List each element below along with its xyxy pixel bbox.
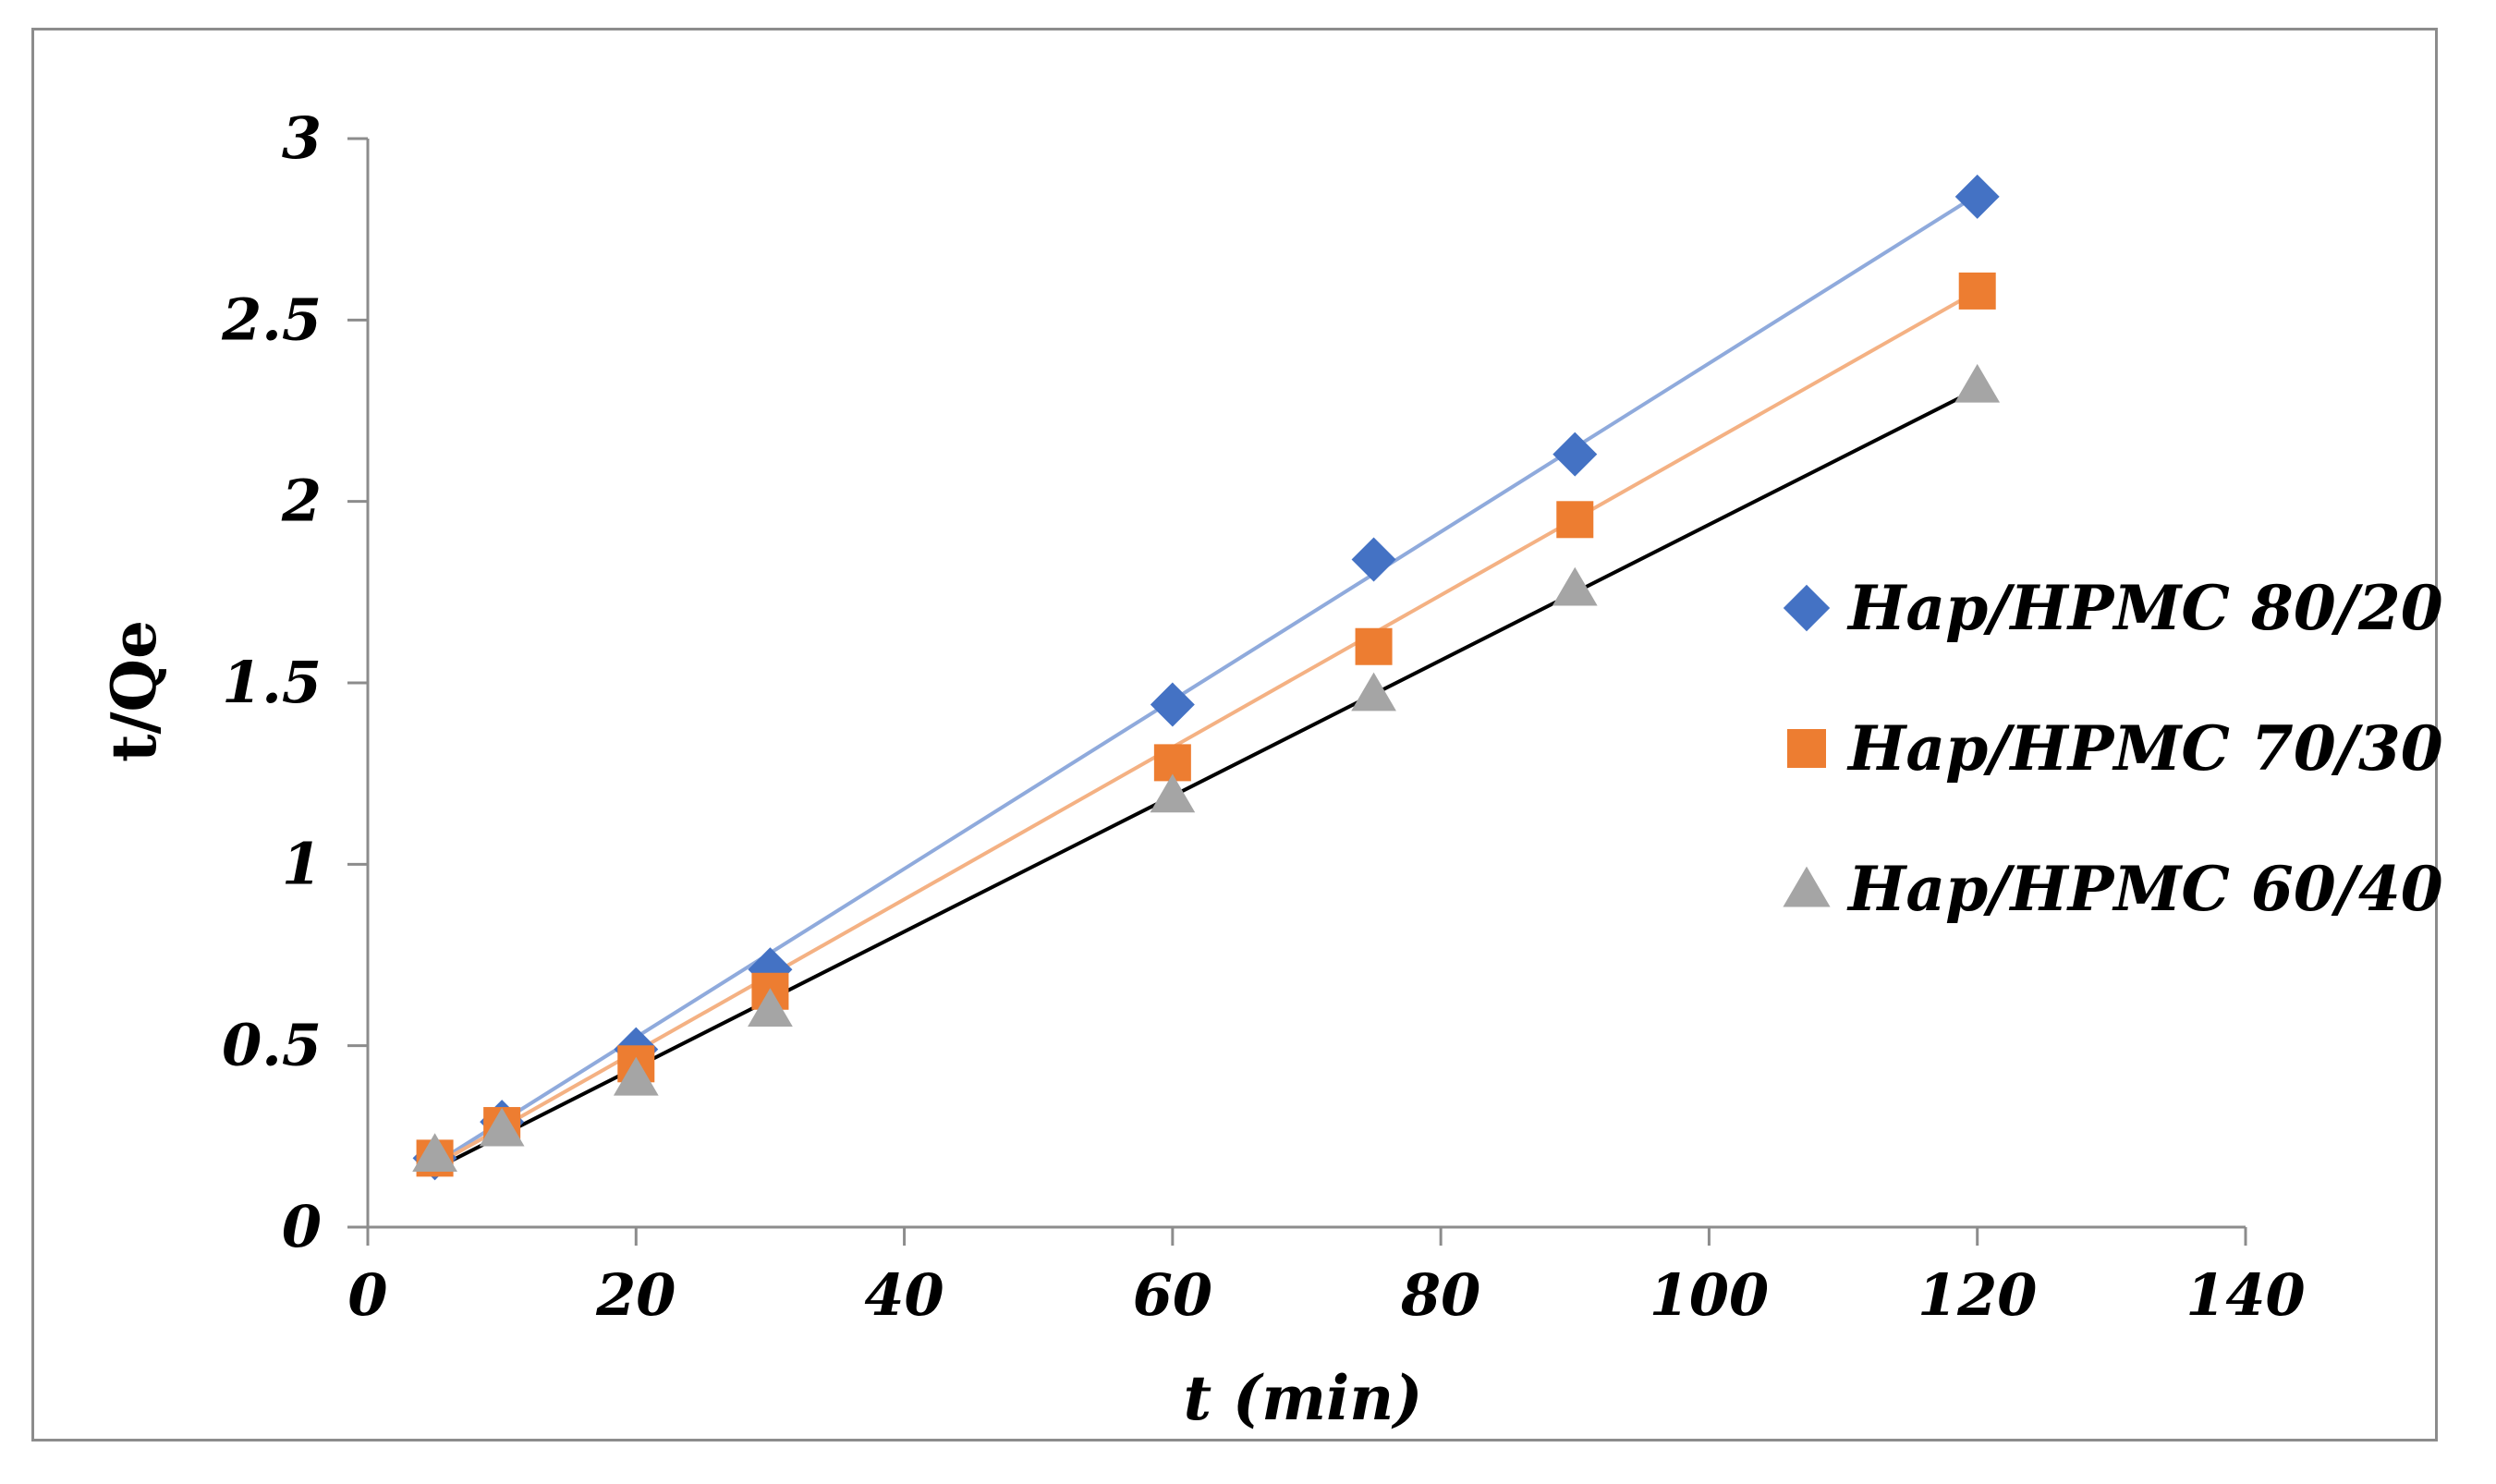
y-tick-label-2: 1 (282, 830, 322, 897)
x-tick-label-2: 40 (864, 1261, 944, 1329)
x-tick-label-6: 120 (1918, 1261, 2037, 1329)
y-tick-label-5: 2.5 (221, 286, 322, 353)
point-series-0-6 (1552, 432, 1598, 477)
point-series-2-1 (479, 1107, 525, 1147)
y-axis-title: t/Qe (98, 620, 170, 762)
point-series-1-7 (1958, 272, 1996, 310)
point-series-0-5 (1351, 537, 1396, 582)
legend-marker-1 (1787, 729, 1826, 768)
point-series-2-3 (748, 988, 793, 1027)
legend-marker-0 (1783, 584, 1831, 632)
y-tick-label-6: 3 (282, 104, 322, 172)
data-markers (412, 174, 2001, 1181)
trendline-series-2 (433, 387, 1979, 1171)
point-series-0-7 (1954, 174, 2000, 219)
x-tick-label-5: 100 (1650, 1261, 1769, 1329)
legend: Hap/HPMC 80/20 Hap/HPMC 70/30 Hap/HPMC 60/… (1783, 572, 2443, 925)
legend-marker-2 (1783, 866, 1831, 907)
x-axis-title: t (min) (1184, 1362, 1423, 1434)
y-tick-label-3: 1.5 (222, 649, 322, 716)
y-tick-label-1: 0.5 (222, 1012, 322, 1079)
legend-label-0: Hap/HPMC 80/20 (1846, 572, 2443, 644)
x-tick-label-4: 80 (1400, 1261, 1480, 1329)
y-tick-label-4: 2 (281, 468, 322, 535)
point-series-2-6 (1552, 566, 1598, 606)
trendline-series-1 (433, 289, 1979, 1167)
x-tick-label-7: 140 (2186, 1261, 2305, 1329)
point-series-2-0 (412, 1133, 457, 1173)
trendlines (433, 193, 1979, 1171)
chart-frame (31, 28, 2438, 1441)
point-series-2-5 (1351, 672, 1396, 712)
point-series-1-5 (1355, 627, 1393, 665)
x-tick-label-3: 60 (1133, 1261, 1212, 1329)
point-series-2-2 (613, 1056, 659, 1096)
legend-label-2: Hap/HPMC 60/40 (1846, 853, 2443, 925)
legend-label-1: Hap/HPMC 70/30 (1846, 712, 2443, 785)
point-series-0-4 (1150, 682, 1195, 727)
point-series-1-6 (1556, 501, 1594, 539)
point-series-2-7 (1954, 363, 2001, 403)
trendline-series-0 (433, 193, 1979, 1165)
x-tick-label-1: 20 (595, 1261, 676, 1329)
x-tick-label-0: 0 (347, 1261, 387, 1329)
y-tick-label-0: 0 (282, 1193, 322, 1260)
point-series-2-4 (1150, 773, 1196, 813)
axes: 0 20 40 60 80 100 120 140 0 0.5 1 1.5 2 2.5 3 (221, 104, 2306, 1329)
